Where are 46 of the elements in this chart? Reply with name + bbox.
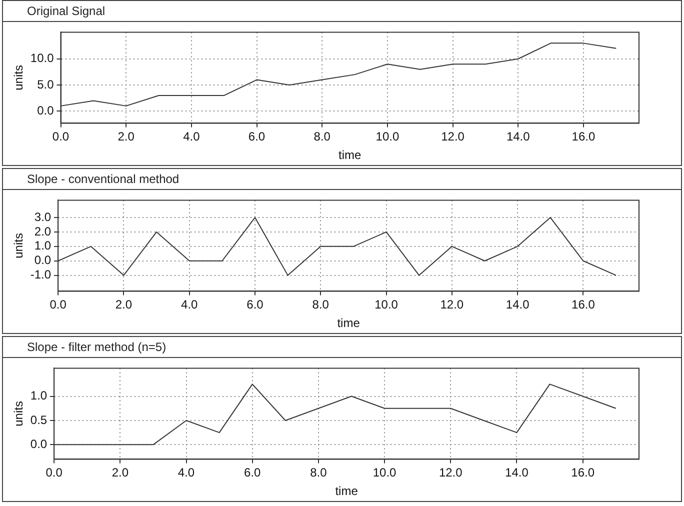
x-tick-label: 8.0 xyxy=(312,298,330,312)
x-tick-label: 0.0 xyxy=(52,130,70,144)
x-tick-label: 6.0 xyxy=(246,298,264,312)
y-axis-title: units xyxy=(12,401,26,426)
y-tick-label: -1.0 xyxy=(30,268,52,282)
x-tick-label: 10.0 xyxy=(372,466,397,480)
y-tick-label: 5.0 xyxy=(37,77,54,92)
x-tick-label: 4.0 xyxy=(183,130,200,144)
x-tick-label: 4.0 xyxy=(178,466,195,480)
chart-title: Original Signal xyxy=(3,1,681,22)
y-tick-label: 2.0 xyxy=(34,224,52,238)
y-axis-title: units xyxy=(12,65,26,90)
x-tick-label: 2.0 xyxy=(112,466,129,480)
x-tick-label: 10.0 xyxy=(374,298,398,312)
x-tick-label: 4.0 xyxy=(181,298,198,312)
x-tick-label: 8.0 xyxy=(314,130,331,144)
x-tick-label: 14.0 xyxy=(506,298,530,312)
x-tick-label: 16.0 xyxy=(571,466,595,480)
x-tick-label: 8.0 xyxy=(310,466,328,480)
y-tick-label: 1.0 xyxy=(34,238,52,253)
x-tick-label: 16.0 xyxy=(572,130,596,144)
x-tick-label: 14.0 xyxy=(505,466,529,480)
chart-title: Slope - conventional method xyxy=(3,169,681,190)
x-tick-label: 2.0 xyxy=(115,298,132,312)
y-axis-title: units xyxy=(12,233,26,258)
x-tick-label: 10.0 xyxy=(376,130,400,144)
chart-title: Slope - filter method (n=5) xyxy=(3,337,681,358)
y-tick-label: 3.0 xyxy=(34,210,52,224)
y-tick-label: 0.0 xyxy=(34,253,52,268)
x-tick-label: 12.0 xyxy=(440,298,464,312)
x-tick-label: 2.0 xyxy=(118,130,135,144)
x-axis-title: time xyxy=(338,148,362,162)
x-tick-label: 16.0 xyxy=(572,298,596,312)
x-tick-label: 6.0 xyxy=(248,130,266,144)
x-tick-label: 12.0 xyxy=(441,130,465,144)
y-tick-label: 10.0 xyxy=(30,51,54,66)
x-tick-label: 14.0 xyxy=(506,130,530,144)
x-axis-title: time xyxy=(337,316,360,330)
y-tick-label: 0.5 xyxy=(30,412,48,427)
x-axis-title: time xyxy=(335,484,358,498)
x-tick-label: 0.0 xyxy=(50,298,67,312)
x-tick-label: 6.0 xyxy=(244,466,262,480)
y-tick-label: 0.0 xyxy=(30,436,48,451)
y-tick-label: 1.0 xyxy=(30,388,48,403)
y-tick-label: 0.0 xyxy=(37,103,54,118)
x-tick-label: 12.0 xyxy=(438,466,463,480)
